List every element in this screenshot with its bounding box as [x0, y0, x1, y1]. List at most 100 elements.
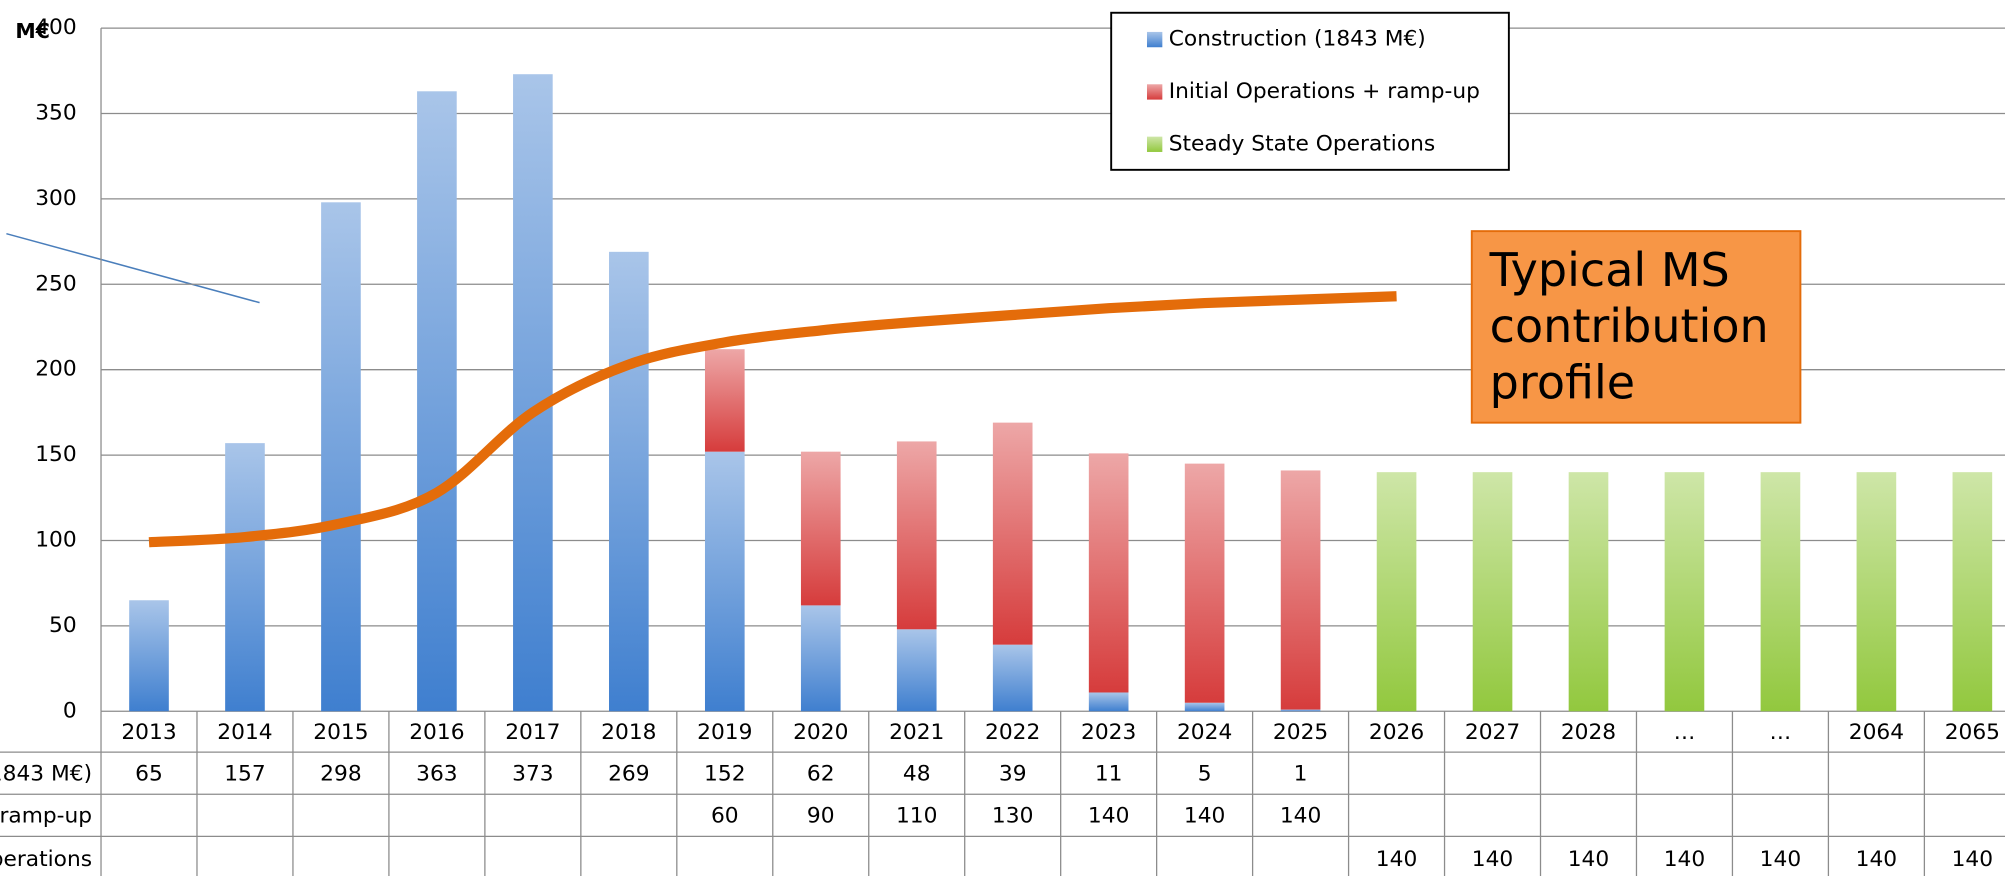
bar [1856, 472, 1897, 712]
bar [992, 644, 1033, 712]
bar [896, 629, 937, 712]
x-tick-label: 2028 [1561, 720, 1616, 745]
table-cell: 140 [1280, 804, 1321, 829]
x-tick-label: 2014 [217, 720, 272, 745]
bar [1088, 692, 1129, 712]
x-tick-label: 2022 [985, 720, 1040, 745]
x-tick-label: 2023 [1081, 720, 1136, 745]
table-cell: 157 [224, 761, 265, 786]
x-tick-label: 2024 [1177, 720, 1232, 745]
legend-swatch [1146, 84, 1163, 100]
table-cell: 152 [704, 761, 745, 786]
bar [321, 202, 361, 712]
x-tick-label: 2065 [1945, 720, 2000, 745]
bar [1184, 463, 1225, 703]
bar [992, 422, 1033, 645]
table-cell: 140 [1472, 847, 1513, 872]
table-cell: 65 [135, 761, 163, 786]
y-tick-label: 350 [35, 100, 76, 125]
x-tick-label: 2021 [889, 720, 944, 745]
y-axis-label: M€ [15, 19, 50, 43]
x-tick-label: … [1770, 720, 1792, 745]
table-cell: 140 [1376, 847, 1417, 872]
y-tick-label: 0 [63, 698, 77, 723]
bar [896, 441, 937, 630]
table-row-header: Initial Operations + ramp-up [0, 804, 92, 829]
table-cell: 1 [1294, 761, 1308, 786]
bar [417, 91, 457, 712]
x-tick-label: 2064 [1849, 720, 1904, 745]
legend-label: Initial Operations + ramp-up [1169, 79, 1480, 104]
table-cell: 90 [807, 804, 835, 829]
bar [513, 74, 553, 712]
bar [1184, 702, 1225, 712]
bar [609, 251, 649, 712]
bar [129, 600, 169, 712]
y-tick-label: 400 [35, 15, 76, 40]
table-row-header: Steady State Operations [0, 847, 92, 872]
bar [1280, 709, 1321, 712]
x-tick-label: 2020 [793, 720, 848, 745]
x-tick-label: 2017 [505, 720, 560, 745]
annotation-box [1470, 230, 1802, 424]
bar [225, 443, 265, 712]
legend-swatch [1146, 136, 1163, 152]
y-tick-label: 300 [35, 186, 76, 211]
bar [800, 451, 841, 606]
legend-label: Steady State Operations [1169, 131, 1435, 156]
table-cell: 140 [1664, 847, 1705, 872]
y-tick-label: 50 [49, 613, 77, 638]
x-tick-label: 2013 [121, 720, 176, 745]
bar [1088, 453, 1129, 693]
table-cell: 140 [1088, 804, 1129, 829]
table-cell: 373 [512, 761, 553, 786]
bar [1664, 472, 1705, 712]
table-cell: 62 [807, 761, 835, 786]
table-cell: 298 [320, 761, 361, 786]
y-tick-label: 150 [35, 442, 76, 467]
x-tick-label: 2018 [601, 720, 656, 745]
x-tick-label: 2026 [1369, 720, 1424, 745]
table-cell: 140 [1856, 847, 1897, 872]
legend-swatch [1146, 31, 1163, 48]
y-tick-label: 100 [35, 527, 76, 552]
bar [1280, 470, 1321, 710]
table-cell: 48 [903, 761, 931, 786]
legend-box [1110, 11, 1510, 171]
table-cell: 130 [992, 804, 1033, 829]
y-tick-label: 250 [35, 271, 76, 296]
profile-line [148, 291, 1397, 548]
bar [1568, 472, 1609, 712]
x-tick-label: 2025 [1273, 720, 1328, 745]
x-tick-label: … [1674, 720, 1696, 745]
annotation: Typical MS contribution profile [1489, 245, 1769, 410]
table-cell: 140 [1568, 847, 1609, 872]
annotation-text: Typical MS contribution profile [1489, 245, 1769, 410]
table-row-header: Construction (1843 M€) [0, 761, 92, 786]
annotation-arrow [6, 232, 260, 304]
table-cell: 110 [896, 804, 937, 829]
bar [800, 605, 841, 712]
y-tick-label: 200 [35, 357, 76, 382]
x-tick-label: 2016 [409, 720, 464, 745]
bar [704, 451, 745, 712]
bar [1760, 472, 1801, 712]
x-tick-label: 2015 [313, 720, 368, 745]
table-cell: 140 [1760, 847, 1801, 872]
bar [1376, 472, 1417, 712]
bar [1472, 472, 1513, 712]
bar [704, 349, 745, 452]
table-cell: 5 [1198, 761, 1212, 786]
table-cell: 363 [416, 761, 457, 786]
bar [1952, 472, 1993, 712]
table-cell: 11 [1095, 761, 1123, 786]
x-tick-label: 2027 [1465, 720, 1520, 745]
table-cell: 140 [1184, 804, 1225, 829]
table-cell: 269 [608, 761, 649, 786]
table-cell: 60 [711, 804, 739, 829]
legend-label: Construction (1843 M€) [1169, 27, 1426, 52]
table-cell: 39 [999, 761, 1027, 786]
table-cell: 140 [1952, 847, 1993, 872]
